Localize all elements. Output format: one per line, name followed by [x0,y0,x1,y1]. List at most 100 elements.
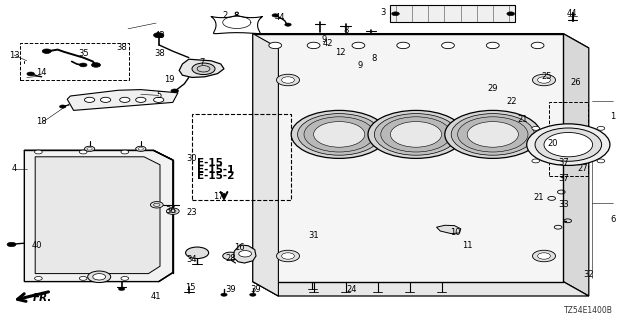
Text: 34: 34 [187,255,197,264]
Circle shape [531,42,544,49]
Text: 18: 18 [36,117,46,126]
Circle shape [282,253,294,259]
Circle shape [307,42,320,49]
Circle shape [27,72,35,76]
Circle shape [532,126,540,130]
Polygon shape [253,34,589,48]
Circle shape [239,251,252,257]
Text: 31: 31 [308,231,319,240]
Circle shape [79,276,87,280]
Circle shape [445,110,541,158]
Circle shape [154,97,164,102]
Text: 42: 42 [323,39,333,48]
Circle shape [442,42,454,49]
Circle shape [79,63,87,67]
Polygon shape [253,282,589,296]
Text: 35: 35 [78,49,88,58]
Bar [20,43,129,80]
Circle shape [35,150,42,154]
Text: 38: 38 [155,49,165,58]
Text: 28: 28 [225,254,236,263]
Circle shape [304,117,374,152]
Circle shape [250,293,256,296]
Text: 16: 16 [234,244,244,252]
Circle shape [532,74,556,86]
Text: 13: 13 [9,51,19,60]
Text: 6: 6 [611,215,616,224]
Bar [390,5,515,22]
Circle shape [538,253,550,259]
Text: 7: 7 [199,58,204,67]
Circle shape [150,202,163,208]
Text: 21: 21 [534,193,544,202]
Text: TZ54E1400B: TZ54E1400B [564,306,613,315]
Text: 8: 8 [372,54,377,63]
Circle shape [390,122,442,147]
Text: 44: 44 [275,13,285,22]
Circle shape [285,23,291,26]
Circle shape [527,124,610,165]
Text: 9: 9 [357,61,362,70]
Text: 9: 9 [322,36,327,44]
Text: 22: 22 [507,97,517,106]
Polygon shape [24,150,173,282]
Circle shape [282,77,294,83]
Polygon shape [35,157,160,274]
Circle shape [272,14,278,17]
Text: 24: 24 [347,285,357,294]
Text: 39: 39 [251,285,261,294]
Polygon shape [253,34,563,282]
Circle shape [374,114,458,155]
Circle shape [368,110,464,158]
Text: 3: 3 [380,8,385,17]
Polygon shape [179,59,224,77]
Text: 41: 41 [151,292,161,301]
Circle shape [538,77,550,83]
Circle shape [136,97,146,102]
Circle shape [60,105,66,108]
Circle shape [467,122,518,147]
Circle shape [397,42,410,49]
Circle shape [87,148,92,150]
Text: 26: 26 [571,78,581,87]
Circle shape [532,159,540,163]
Text: 29: 29 [488,84,498,93]
Polygon shape [234,245,256,263]
Circle shape [121,150,129,154]
Text: 38: 38 [116,43,127,52]
Circle shape [451,114,534,155]
Text: 20: 20 [548,139,558,148]
Text: E-15: E-15 [197,158,223,168]
Bar [549,102,588,176]
Circle shape [298,114,381,155]
Text: 21: 21 [518,115,528,124]
Circle shape [314,122,365,147]
Text: E-15-1: E-15-1 [197,164,234,175]
Circle shape [120,97,130,102]
Text: 19: 19 [164,75,174,84]
Circle shape [136,146,146,151]
Text: 37: 37 [558,174,568,183]
Text: FR.: FR. [33,293,52,303]
Circle shape [276,250,300,262]
Text: 43: 43 [155,31,165,40]
Text: 11: 11 [462,241,472,250]
Text: 12: 12 [335,48,346,57]
Circle shape [121,276,129,280]
Text: 27: 27 [577,164,588,173]
Text: 15: 15 [186,283,196,292]
Circle shape [84,146,95,151]
Circle shape [544,132,593,157]
Polygon shape [563,34,589,296]
Circle shape [486,42,499,49]
Circle shape [381,117,451,152]
Text: 5: 5 [156,91,161,100]
Polygon shape [67,90,178,110]
Circle shape [35,276,42,280]
Polygon shape [436,225,461,234]
Circle shape [79,150,87,154]
Circle shape [88,271,111,283]
Text: 33: 33 [558,200,568,209]
Circle shape [352,42,365,49]
Text: 17: 17 [214,192,224,201]
